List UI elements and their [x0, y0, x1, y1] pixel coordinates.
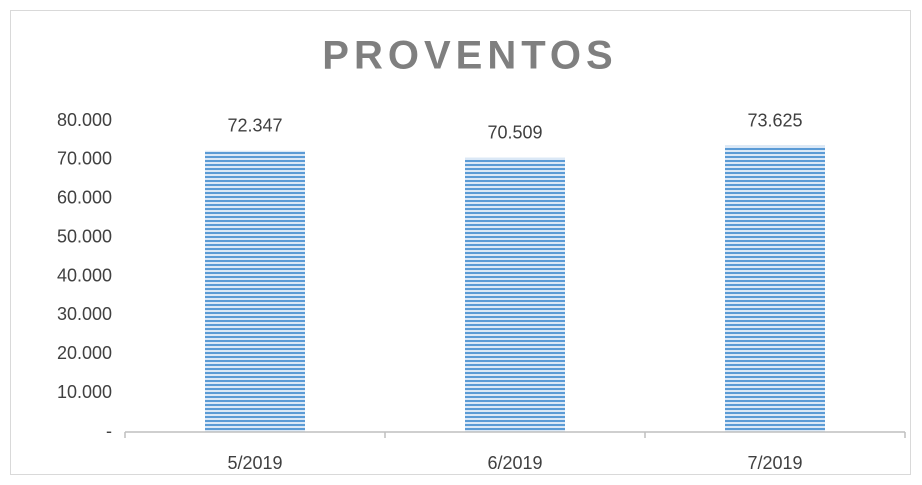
y-tick-label: 30.000: [57, 304, 112, 324]
y-tick-label: 80.000: [57, 110, 112, 130]
value-label: 73.625: [747, 111, 802, 131]
value-label: 70.509: [487, 123, 542, 143]
bar: [725, 145, 825, 432]
value-label: 72.347: [227, 116, 282, 136]
y-tick-label: 60.000: [57, 188, 112, 208]
bar: [205, 150, 305, 432]
x-tick-label: 5/2019: [227, 453, 282, 473]
x-tick-label: 7/2019: [747, 453, 802, 473]
y-tick-label: 10.000: [57, 382, 112, 402]
bar: [465, 157, 565, 433]
y-tick-label: -: [106, 421, 112, 441]
y-tick-label: 50.000: [57, 226, 112, 246]
x-tick-label: 6/2019: [487, 453, 542, 473]
chart-title: PROVENTOS: [322, 34, 617, 78]
y-tick-label: 40.000: [57, 265, 112, 285]
y-tick-label: 70.000: [57, 149, 112, 169]
y-tick-label: 20.000: [57, 343, 112, 363]
